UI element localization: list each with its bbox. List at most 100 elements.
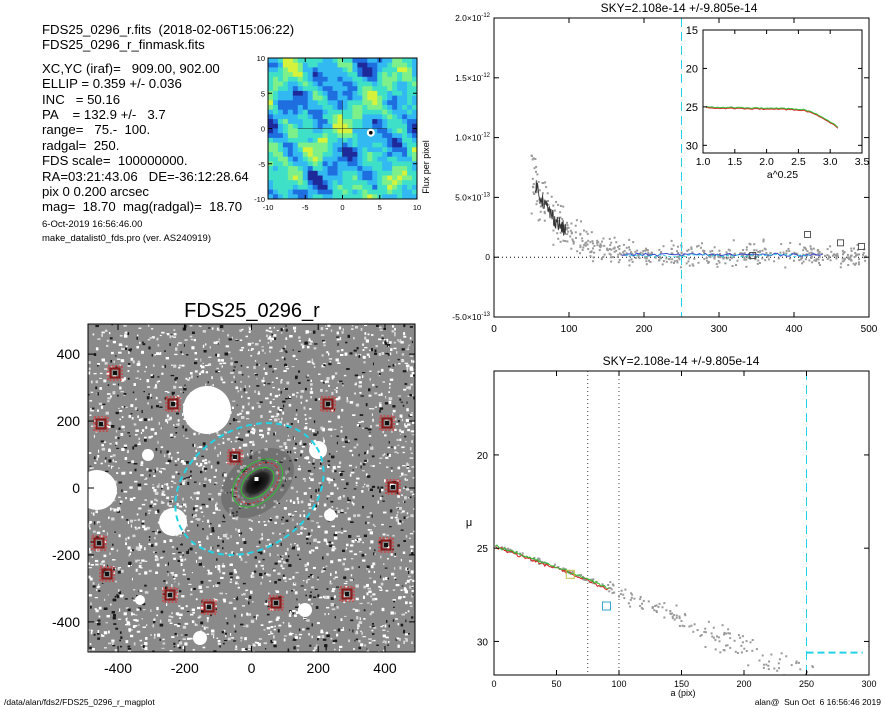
contour-cell <box>407 184 413 190</box>
noise-pixel <box>133 463 138 465</box>
noise-pixel <box>270 630 272 634</box>
contour-cell <box>287 142 294 148</box>
noise-pixel <box>89 643 92 646</box>
noise-pixel <box>208 356 212 358</box>
noise-pixel <box>404 362 409 364</box>
contour-cell <box>382 72 388 78</box>
noise-pixel <box>195 598 198 601</box>
sky-sample-point <box>613 246 616 249</box>
contour-cell <box>412 147 418 153</box>
noise-pixel <box>343 601 346 604</box>
noise-pixel <box>97 409 99 412</box>
noise-pixel <box>180 563 183 566</box>
noise-pixel <box>311 549 313 552</box>
contour-cell <box>362 161 368 167</box>
contour-cell <box>297 72 304 78</box>
noise-pixel <box>109 332 111 335</box>
sky-sample-point <box>815 258 818 261</box>
noise-pixel <box>272 398 275 400</box>
noise-pixel <box>152 484 154 486</box>
contour-cell <box>342 72 348 78</box>
noise-pixel <box>382 577 385 581</box>
contour-cell <box>377 147 383 153</box>
noise-pixel <box>120 569 124 573</box>
contour-cell <box>342 142 348 148</box>
contour-cell <box>402 194 408 200</box>
noise-pixel <box>244 561 248 563</box>
noise-pixel <box>413 493 415 495</box>
noise-pixel <box>119 410 123 412</box>
noise-pixel <box>310 387 313 391</box>
contour-cell <box>402 86 408 92</box>
noise-pixel <box>135 546 140 550</box>
noise-pixel <box>133 599 136 602</box>
noise-pixel <box>236 510 238 514</box>
noise-pixel <box>173 364 177 368</box>
contour-cell <box>277 147 284 153</box>
sky-sample-point <box>679 266 682 269</box>
noise-pixel <box>258 540 261 544</box>
contour-cell <box>297 95 304 101</box>
noise-pixel <box>134 434 138 436</box>
noise-pixel <box>147 386 151 388</box>
noise-pixel <box>370 595 373 598</box>
noise-pixel <box>127 521 129 524</box>
contour-cell <box>397 194 403 200</box>
noise-pixel <box>278 410 281 413</box>
noise-pixel <box>195 509 198 512</box>
masked-region <box>298 603 312 617</box>
contour-cell <box>367 72 373 78</box>
contour-cell <box>277 58 284 64</box>
noise-pixel <box>230 372 234 374</box>
noise-pixel <box>290 543 292 546</box>
noise-pixel <box>117 595 120 599</box>
noise-pixel <box>294 636 298 639</box>
noise-pixel <box>285 446 288 450</box>
noise-pixel <box>102 530 105 532</box>
noise-pixel <box>397 495 400 498</box>
noise-pixel <box>286 422 289 426</box>
noise-pixel <box>134 480 138 483</box>
noise-pixel <box>248 326 251 328</box>
noise-pixel <box>241 613 243 617</box>
noise-pixel <box>188 583 192 585</box>
noise-pixel <box>241 374 244 376</box>
noise-pixel <box>247 430 251 433</box>
contour-cell <box>302 147 309 153</box>
noise-pixel <box>397 466 401 470</box>
sky-sample-point <box>708 255 711 258</box>
contour-cell <box>272 114 279 120</box>
noise-pixel <box>295 571 299 574</box>
noise-pixel <box>345 436 348 439</box>
noise-pixel <box>409 394 413 397</box>
contour-cell <box>397 180 403 186</box>
noise-pixel <box>369 431 371 433</box>
sky-sample-point <box>628 248 631 251</box>
sky-sample-point <box>842 253 844 256</box>
sky-sample-point <box>630 258 633 261</box>
contour-cell <box>268 114 274 120</box>
contour-cell <box>312 62 319 68</box>
noise-pixel <box>199 446 203 448</box>
noise-pixel <box>375 424 380 427</box>
noise-pixel <box>261 349 264 352</box>
noise-pixel <box>252 643 256 647</box>
noise-pixel <box>225 634 227 638</box>
noise-pixel <box>123 325 127 327</box>
contour-cell <box>277 67 284 73</box>
noise-pixel <box>384 640 387 644</box>
contour-cell <box>372 86 378 92</box>
sky-sample-point <box>539 202 541 204</box>
masked-star-core <box>345 592 349 596</box>
noise-pixel <box>358 381 362 384</box>
noise-pixel <box>130 357 134 361</box>
noise-pixel <box>293 646 296 650</box>
contour-cell <box>317 58 324 64</box>
noise-pixel <box>177 494 179 496</box>
noise-pixel <box>311 358 313 361</box>
noise-pixel <box>285 351 288 354</box>
contour-cell <box>367 76 373 82</box>
noise-pixel <box>122 594 125 596</box>
noise-pixel <box>270 331 273 333</box>
noise-pixel <box>230 535 232 538</box>
